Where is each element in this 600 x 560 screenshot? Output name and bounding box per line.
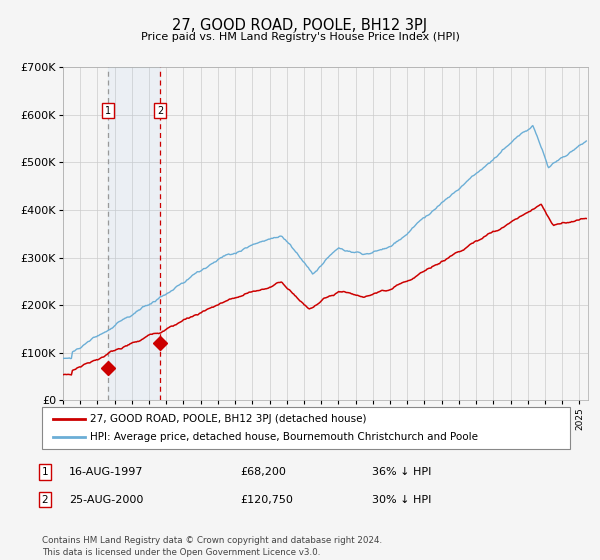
Text: 25-AUG-2000: 25-AUG-2000 bbox=[69, 494, 143, 505]
Text: £68,200: £68,200 bbox=[240, 467, 286, 477]
Text: HPI: Average price, detached house, Bournemouth Christchurch and Poole: HPI: Average price, detached house, Bour… bbox=[90, 432, 478, 442]
Text: 16-AUG-1997: 16-AUG-1997 bbox=[69, 467, 143, 477]
Text: £120,750: £120,750 bbox=[240, 494, 293, 505]
Text: 1: 1 bbox=[105, 105, 111, 115]
Bar bbox=[108, 67, 160, 400]
Text: 36% ↓ HPI: 36% ↓ HPI bbox=[372, 467, 431, 477]
Text: 27, GOOD ROAD, POOLE, BH12 3PJ: 27, GOOD ROAD, POOLE, BH12 3PJ bbox=[172, 18, 428, 34]
Text: 30% ↓ HPI: 30% ↓ HPI bbox=[372, 494, 431, 505]
Text: Price paid vs. HM Land Registry's House Price Index (HPI): Price paid vs. HM Land Registry's House … bbox=[140, 32, 460, 43]
Text: 2: 2 bbox=[41, 494, 49, 505]
Text: 1: 1 bbox=[41, 467, 49, 477]
Text: 27, GOOD ROAD, POOLE, BH12 3PJ (detached house): 27, GOOD ROAD, POOLE, BH12 3PJ (detached… bbox=[90, 414, 367, 424]
Text: Contains HM Land Registry data © Crown copyright and database right 2024.
This d: Contains HM Land Registry data © Crown c… bbox=[42, 536, 382, 557]
Text: 2: 2 bbox=[157, 105, 163, 115]
